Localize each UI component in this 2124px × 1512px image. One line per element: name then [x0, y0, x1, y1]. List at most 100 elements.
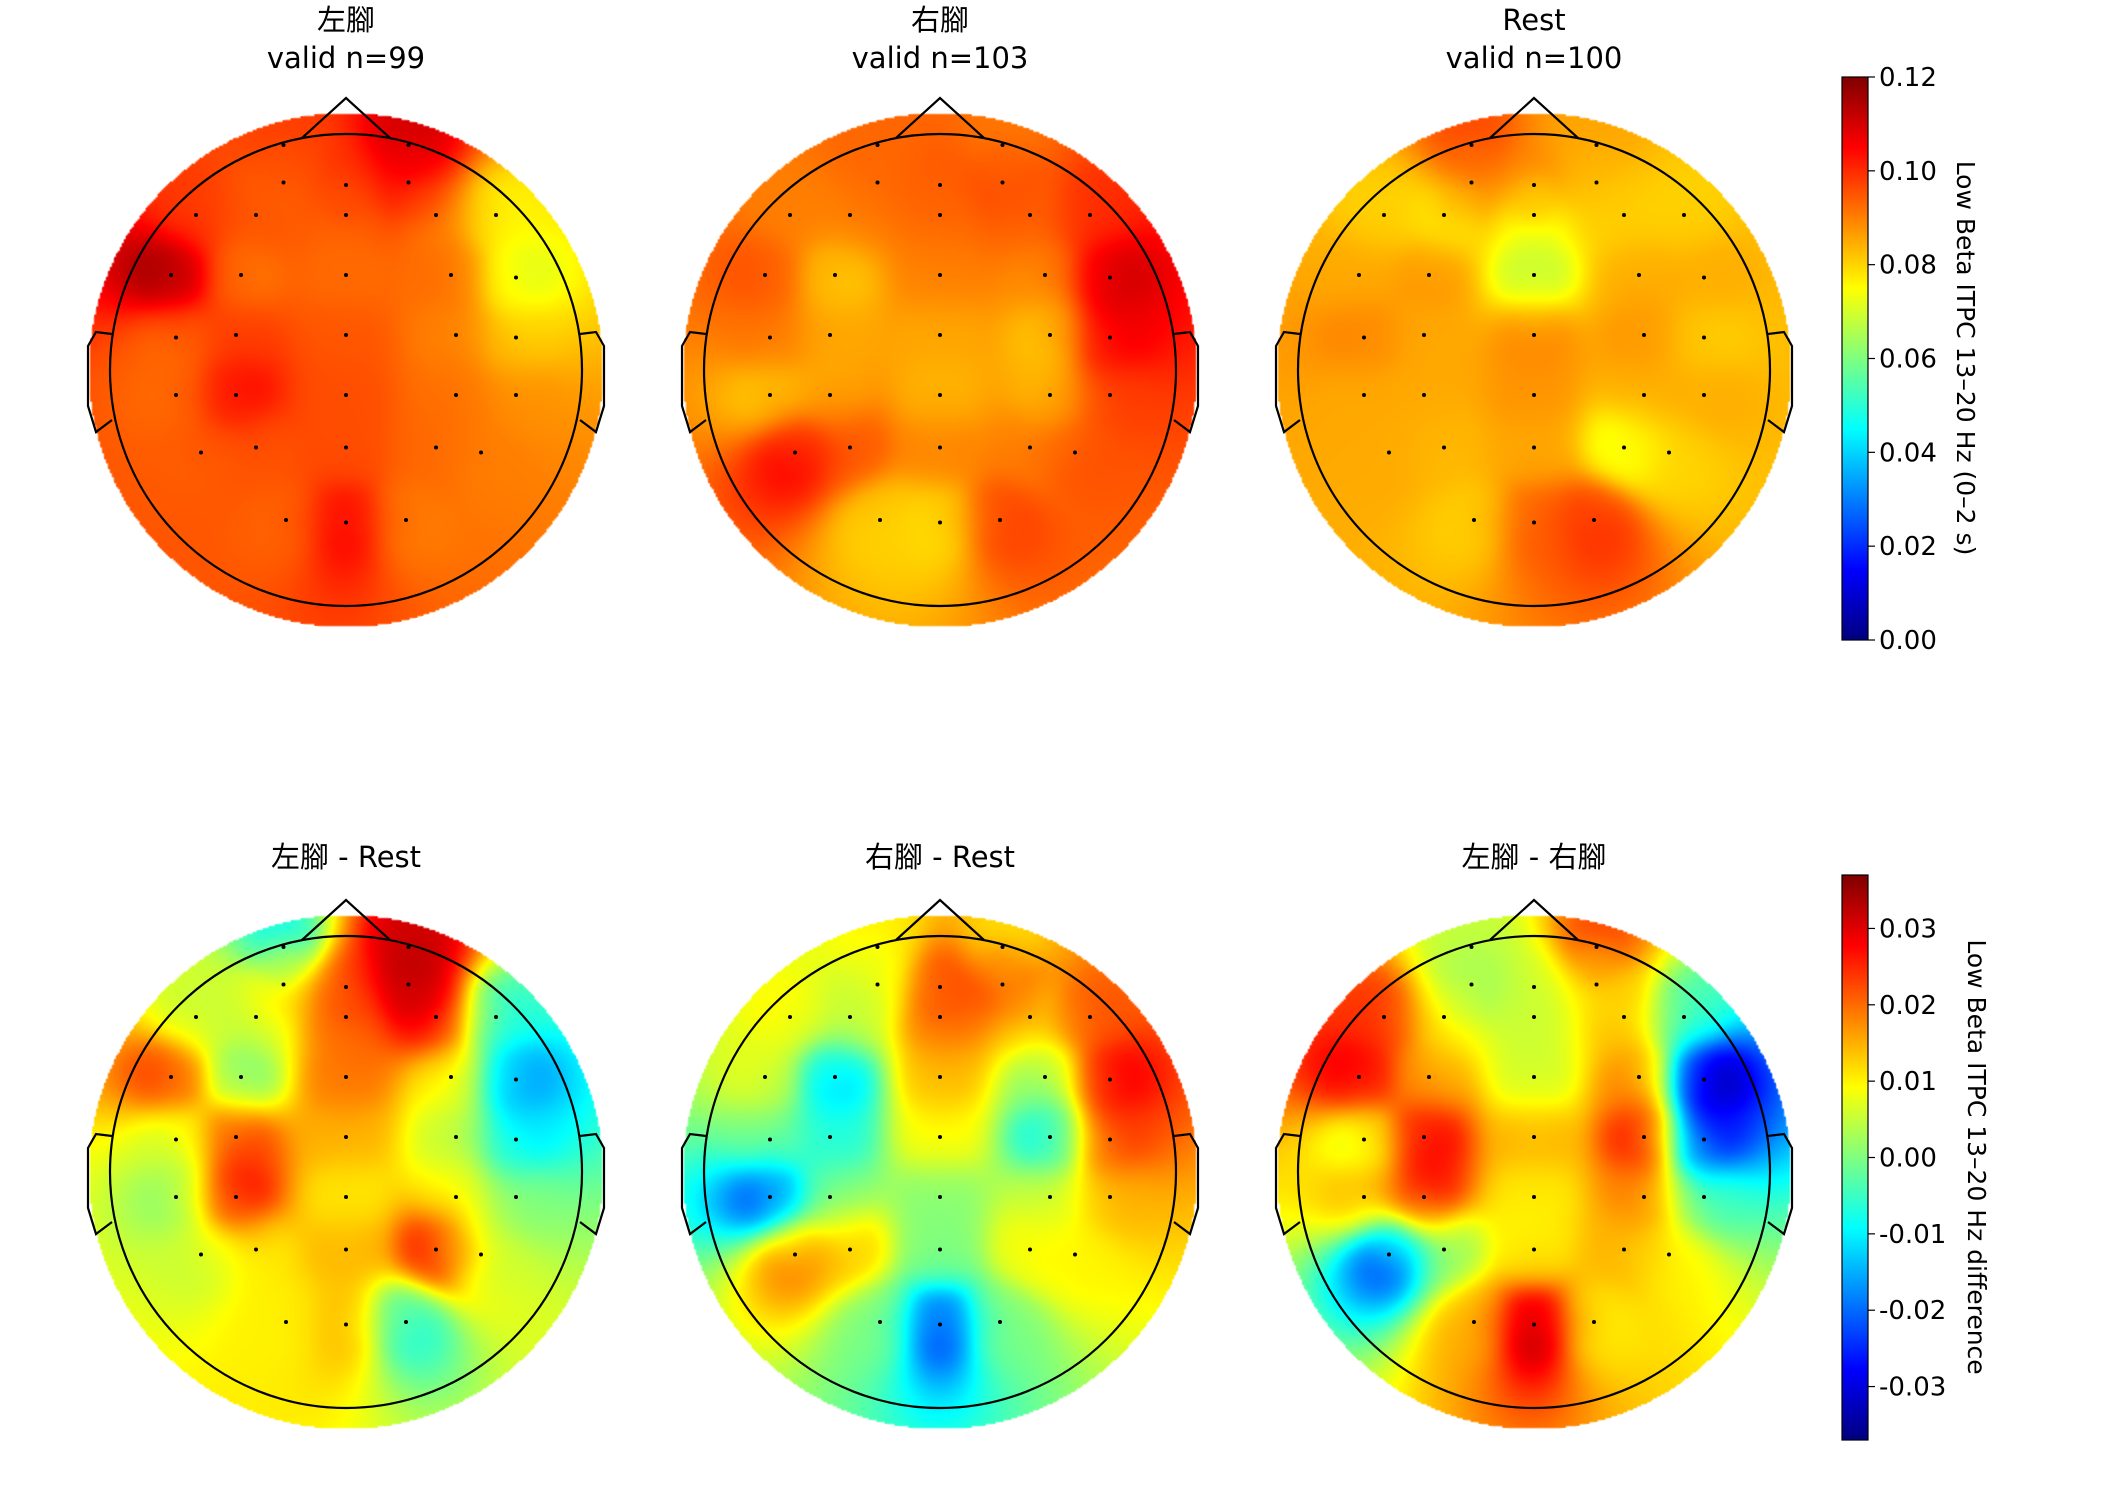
sensor-marker: [514, 393, 518, 397]
sensor-marker: [1682, 1015, 1686, 1019]
sensor-marker: [1592, 1320, 1596, 1324]
sensor-marker: [1422, 393, 1426, 397]
sensor-marker: [828, 1195, 832, 1199]
right-ear-outline: [1767, 1132, 1794, 1236]
sensor-marker: [1594, 982, 1599, 987]
topomap-panel: [680, 96, 1200, 628]
sensor-marker: [1622, 213, 1626, 217]
sensor-marker: [763, 273, 767, 277]
sensor-marker: [1442, 1015, 1446, 1019]
topomap-panel: [1274, 96, 1794, 628]
sensor-marker: [938, 333, 942, 337]
sensor-marker: [1422, 333, 1426, 337]
left-ear-outline: [86, 1132, 113, 1236]
sensor-marker: [768, 393, 772, 397]
sensor-marker: [938, 1075, 942, 1079]
sensor-marker: [514, 1077, 518, 1082]
sensor-marker: [938, 1247, 942, 1252]
sensor-marker: [169, 273, 173, 277]
sensor-marker: [1532, 520, 1536, 525]
sensor-marker: [1469, 982, 1474, 987]
sensor-marker: [788, 1015, 792, 1019]
sensor-marker: [848, 445, 852, 450]
sensor-marker: [449, 1075, 453, 1079]
nose-outline: [1489, 898, 1579, 941]
sensor-marker: [479, 1252, 483, 1257]
sensor-marker: [1532, 393, 1536, 397]
sensor-marker: [938, 273, 942, 277]
sensor-marker: [406, 945, 411, 949]
topomap-heatmap: [88, 112, 604, 628]
sensor-marker: [1637, 273, 1641, 277]
sensor-marker: [434, 213, 438, 217]
sensor-marker: [406, 180, 411, 185]
nose-outline: [895, 898, 985, 941]
sensor-marker: [514, 335, 518, 340]
sensor-marker: [833, 1075, 837, 1079]
sensor-marker: [234, 1135, 238, 1139]
sensor-marker: [514, 1137, 518, 1142]
sensor-marker: [254, 213, 258, 217]
sensor-marker: [833, 273, 837, 277]
colorbar-bottom: -0.03 -0.02 -0.01 0.00 0.01 0.02 0.03 Lo…: [1841, 874, 1991, 1441]
sensor-marker: [1442, 213, 1446, 217]
head-outline: [108, 132, 584, 608]
sensor-marker: [938, 183, 942, 187]
head-outline: [108, 934, 584, 1410]
sensor-marker: [1043, 273, 1047, 277]
topomap-title-rest: Rest: [1502, 3, 1565, 37]
sensor-marker: [793, 1252, 797, 1257]
sensor-marker: [344, 1322, 348, 1327]
sensor-marker: [344, 445, 348, 450]
sensor-marker: [1702, 1077, 1706, 1082]
sensor-marker: [1532, 445, 1536, 450]
sensor-marker: [875, 945, 880, 949]
topomap-panel: [86, 96, 606, 628]
sensor-marker: [1532, 985, 1536, 989]
sensor-marker: [1532, 1135, 1536, 1139]
sensor-marker: [1000, 945, 1005, 949]
sensor-marker: [174, 1137, 178, 1142]
sensor-marker: [1622, 445, 1626, 450]
topomap-title-left-minus-rest: 左腳 - Rest: [271, 840, 421, 874]
right-ear-outline: [1767, 330, 1794, 434]
right-ear-outline: [579, 330, 606, 434]
colorbar-bottom-tick-label: -0.01: [1879, 1220, 1946, 1250]
sensor-marker: [1642, 393, 1646, 397]
sensor-marker: [1043, 1075, 1047, 1079]
sensor-marker: [828, 1135, 832, 1139]
sensor-marker: [406, 143, 411, 147]
colorbar-bottom-tick-label: 0.01: [1879, 1067, 1937, 1097]
sensor-marker: [454, 393, 458, 397]
sensor-marker: [1592, 518, 1596, 522]
sensor-marker: [1532, 1195, 1536, 1199]
right-ear-outline: [579, 1132, 606, 1236]
sensor-marker: [1048, 333, 1052, 337]
sensor-marker: [1702, 1195, 1706, 1199]
sensor-marker: [1622, 1247, 1626, 1252]
sensor-marker: [1594, 945, 1599, 949]
sensor-marker: [788, 213, 792, 217]
sensor-marker: [1108, 275, 1112, 280]
sensor-marker: [234, 333, 238, 337]
sensor-marker: [254, 445, 258, 450]
sensor-marker: [1362, 1137, 1366, 1142]
colorbar-top: 0.00 0.02 0.04 0.06 0.08 0.10 0.12 Low B…: [1841, 63, 1980, 656]
sensor-marker: [281, 180, 286, 185]
colorbar-bottom-tick-label: 0.03: [1879, 914, 1937, 944]
sensor-marker: [938, 1015, 942, 1019]
sensor-marker: [848, 1015, 852, 1019]
sensor-marker: [1427, 1075, 1431, 1079]
sensor-marker: [1000, 143, 1005, 147]
sensor-marker: [768, 1195, 772, 1199]
topomap-panel: [1274, 898, 1794, 1430]
sensor-marker: [1073, 1252, 1077, 1257]
sensor-marker: [1532, 1322, 1536, 1327]
sensor-marker: [454, 333, 458, 337]
sensor-marker: [494, 213, 498, 217]
head-outline: [702, 934, 1178, 1410]
sensor-marker: [344, 1015, 348, 1019]
left-ear-outline: [1274, 330, 1301, 434]
sensor-marker: [1702, 393, 1706, 397]
